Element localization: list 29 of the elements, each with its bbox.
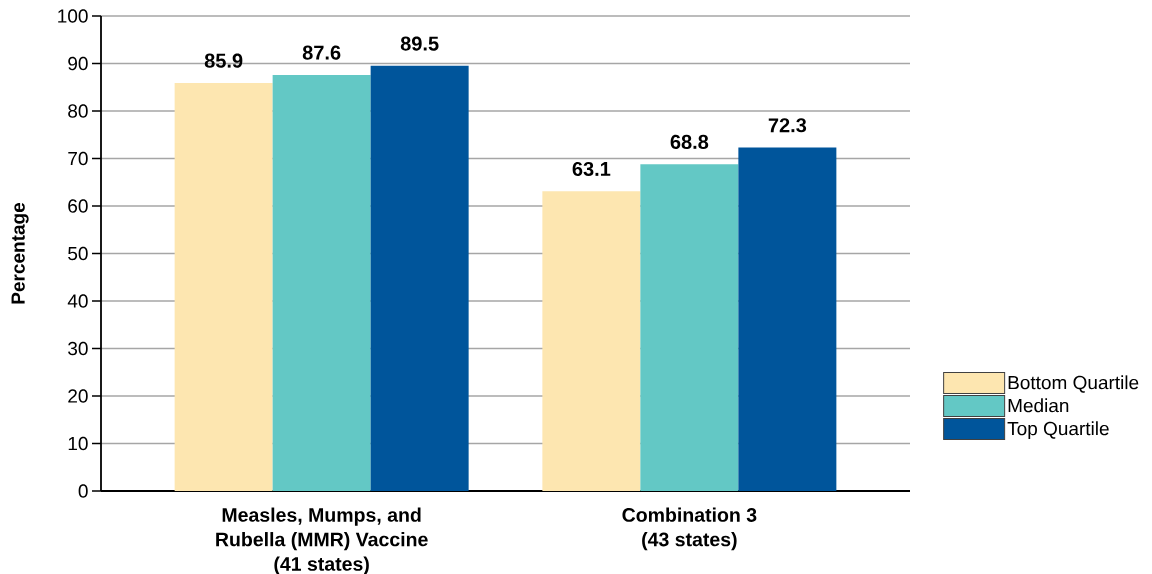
y-tick-label: 80	[68, 104, 88, 118]
bar	[272, 74, 371, 491]
data-label: 63.1	[572, 161, 611, 177]
y-tick-label: 70	[68, 151, 88, 166]
data-label: 87.6	[302, 45, 341, 60]
y-tick-label: 20	[68, 389, 88, 403]
y-tick-label: 10	[68, 436, 88, 451]
legend-label: Bottom Quartile	[1008, 375, 1139, 393]
x-tick-label: Combination 3 (43 states)	[622, 507, 757, 551]
bar	[370, 65, 469, 491]
x-tick-label: Measles, Mumps, and Rubella (MMR) Vaccine (41 states)	[216, 507, 428, 574]
y-tick-label: 90	[68, 56, 88, 71]
y-tick-label: 40	[67, 294, 88, 308]
bar	[542, 191, 641, 491]
y-tick-label: 50	[68, 246, 88, 261]
legend-label: Top Quartile	[1007, 421, 1109, 440]
y-axis-title: Percentage	[11, 202, 29, 304]
y-tick-label: 0	[78, 484, 88, 498]
data-label: 72.3	[768, 118, 807, 133]
y-tick-label: 60	[68, 199, 88, 213]
bar	[174, 82, 273, 491]
data-label: 68.8	[670, 134, 709, 149]
data-label: 85.9	[204, 53, 243, 68]
bar	[640, 164, 739, 491]
legend-label: Median	[1008, 398, 1069, 413]
y-tick-label: 30	[68, 341, 88, 356]
y-tick-label: 100	[58, 9, 88, 23]
data-label: 89.5	[400, 36, 439, 51]
bar	[738, 147, 837, 491]
